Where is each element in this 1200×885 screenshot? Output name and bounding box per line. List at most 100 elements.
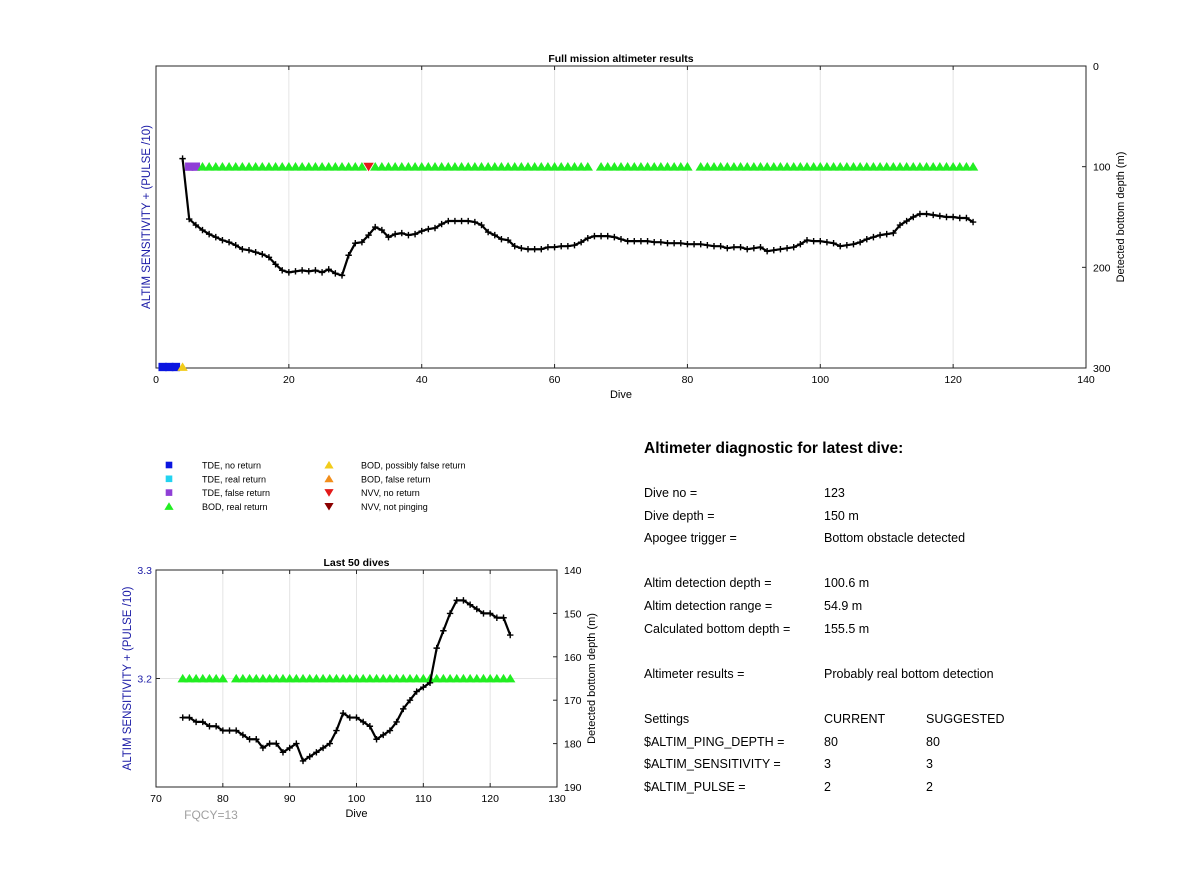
top-depth-point [252, 249, 259, 256]
top-depth-point [232, 241, 239, 249]
top-marker-bod-real-return [868, 161, 879, 171]
top-marker-bod-real-return [854, 161, 866, 171]
legend-marker-tde-real-return [165, 475, 173, 483]
bottom-depth-point [460, 597, 467, 604]
top-marker-bod-real-return [702, 161, 713, 171]
top-marker-bod-real-return [649, 161, 660, 171]
top-depth-point [817, 237, 824, 245]
top-marker-bod-real-return [801, 161, 813, 171]
bottom-marker-bod-real-return [244, 673, 255, 683]
top-marker-bod-real-return [888, 161, 899, 171]
bottom-xtick-label: 70 [150, 793, 162, 805]
top-depth-point [597, 232, 605, 240]
top-depth-point [936, 212, 944, 220]
bottom-depth-point [493, 614, 501, 621]
value-apogee: Bottom obstacle detected [824, 531, 966, 546]
bottom-marker-bod-real-return [304, 673, 315, 683]
top-marker-bod-real-return [961, 161, 972, 171]
bottom-marker-bod-real-return [384, 673, 396, 683]
diag-row-apogee: Apogee trigger = Bottom obstacle detecte… [644, 531, 1164, 554]
bottom-marker-bod-real-return [271, 673, 282, 683]
top-marker-bod-real-return [947, 161, 959, 171]
top-depth-point [870, 233, 877, 241]
bottom-marker-bod-real-return [317, 673, 329, 683]
value-calc-depth: 155.5 m [824, 621, 870, 636]
top-depth-point [305, 268, 312, 275]
top-marker-bod-real-return [781, 161, 793, 171]
top-marker-bod-real-return [203, 161, 215, 171]
top-depth-point [896, 221, 904, 229]
bottom-xtick-label: 110 [415, 793, 432, 805]
bottom-ylabel: ALTIM SENSITIVITY + (PULSE /10) [122, 586, 134, 770]
top-marker-bod-real-return [263, 161, 275, 171]
top-marker-bod-real-return [409, 161, 421, 171]
bottom-marker-bod-real-return [478, 673, 489, 683]
top-marker-bod-real-return [602, 161, 613, 171]
top-depth-point [292, 268, 299, 275]
top-marker-bod-real-return [735, 161, 746, 171]
bottom-depth-point [433, 644, 440, 652]
top-xlabel: Dive [610, 389, 632, 401]
top-xtick-label: 20 [283, 374, 295, 386]
top-marker-bod-real-return [901, 161, 912, 171]
bottom-y2tick-label: 150 [564, 608, 582, 620]
top-depth-point [850, 240, 857, 248]
setting-suggested: 3 [926, 757, 933, 772]
bottom-depth-point [373, 736, 380, 743]
top-depth-point [551, 244, 558, 251]
top-depth-point [518, 245, 525, 252]
label-calc-depth: Calculated bottom depth = [644, 621, 791, 636]
diag-spacer [644, 554, 1164, 577]
legend-marker-bod-possibly-false-return [324, 460, 334, 469]
top-depth-point [604, 232, 611, 240]
top-depth-point [411, 230, 419, 238]
bottom-y2tick-label: 190 [564, 782, 582, 794]
label-suggested: SUGGESTED [926, 711, 1005, 726]
bottom-depth-point [486, 610, 494, 617]
top-marker-tde-false-return [191, 162, 201, 171]
legend-marker-bod-false-return [324, 474, 334, 483]
bottom-y2tick-label: 170 [564, 695, 582, 707]
top-depth-point [398, 229, 405, 237]
top-depth-point [239, 246, 246, 253]
top-depth-point [265, 254, 273, 261]
top-depth-point [451, 217, 459, 225]
top-marker-bod-real-return [223, 161, 235, 171]
top-depth-point [558, 242, 565, 250]
bottom-depth-point [446, 610, 454, 617]
top-depth-point [797, 240, 804, 248]
top-marker-bod-real-return [463, 161, 474, 171]
label-altim-range: Altim detection range = [644, 598, 773, 613]
top-depth-point [617, 235, 625, 243]
diag-row-dive-depth: Dive depth = 150 m [644, 509, 1164, 532]
bottom-depth-point [500, 614, 507, 621]
top-marker-bod-real-return [243, 161, 255, 171]
top-marker-bod-real-return [542, 161, 554, 171]
top-depth-point [810, 237, 817, 245]
label-dive-depth: Dive depth = [644, 508, 715, 523]
top-depth-point [664, 239, 671, 247]
setting-name: $ALTIM_SENSITIVITY = [644, 757, 781, 772]
bottom-depth-point [319, 744, 327, 752]
top-xtick-label: 80 [682, 374, 694, 386]
setting-name: $ALTIM_PULSE = [644, 779, 746, 794]
value-dive-no: 123 [824, 486, 845, 500]
bottom-marker-bod-real-return [297, 673, 309, 683]
diagnostic-panel: Altimeter diagnostic for latest dive: Di… [644, 440, 1164, 802]
top-depth-point [345, 252, 352, 259]
bottom-marker-bod-real-return [184, 673, 195, 683]
top-marker-bod-real-return [416, 161, 427, 171]
diag-spacer [644, 689, 1164, 712]
bottom-marker-bod-real-return [431, 673, 442, 683]
legend-label: BOD, possibly false return [361, 461, 466, 471]
top-axes-box [155, 65, 1087, 369]
bottom-marker-bod-real-return [237, 673, 249, 683]
bottom-y2tick-label: 160 [564, 652, 582, 664]
top-depth-point [783, 245, 791, 252]
top-marker-bod-real-return [290, 161, 301, 171]
label-results: Altimeter results = [644, 666, 745, 681]
bottom-depth-point [386, 727, 394, 734]
bottom-depth-point [212, 723, 220, 730]
top-depth-point [225, 238, 233, 246]
top-marker-bod-real-return [257, 161, 268, 171]
